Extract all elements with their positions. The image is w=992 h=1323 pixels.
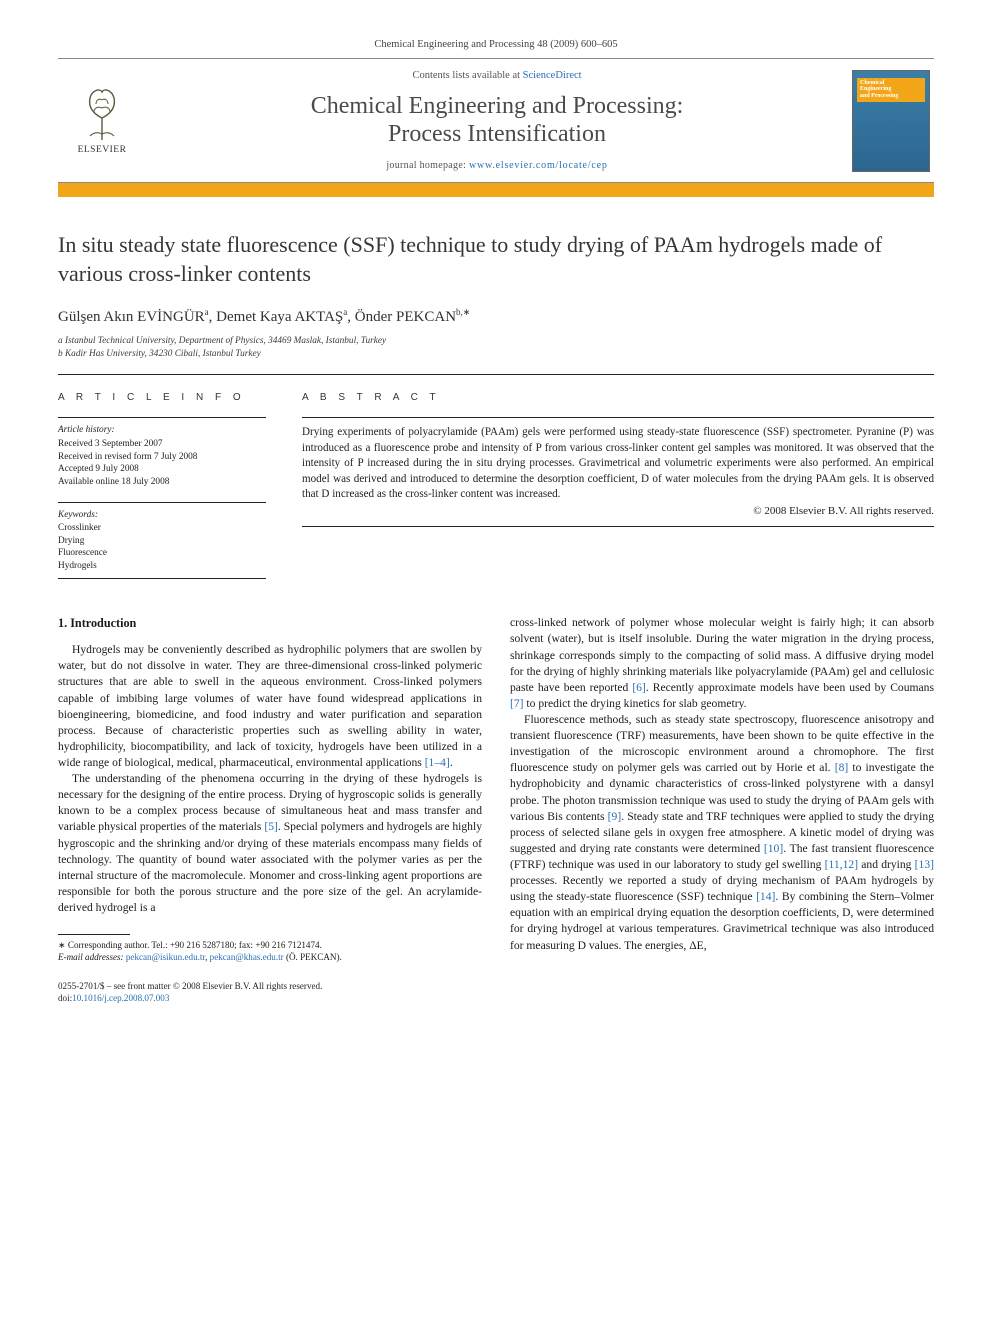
page-footer: 0255-2701/$ – see front matter © 2008 El…	[58, 981, 934, 1005]
masthead-center: Contents lists available at ScienceDirec…	[146, 59, 848, 182]
affiliations: a Istanbul Technical University, Departm…	[58, 335, 934, 360]
email-link[interactable]: pekcan@isikun.edu.tr	[126, 952, 205, 962]
history-online: Available online 18 July 2008	[58, 476, 266, 489]
abstract-column: A B S T R A C T Drying experiments of po…	[302, 391, 934, 579]
publisher-logo: ELSEVIER	[58, 76, 146, 165]
keywords-label: Keywords:	[58, 509, 266, 522]
homepage-link[interactable]: www.elsevier.com/locate/cep	[469, 160, 608, 171]
copyright-line: © 2008 Elsevier B.V. All rights reserved…	[302, 504, 934, 519]
ref-link[interactable]: [10]	[764, 842, 783, 855]
doi-link[interactable]: 10.1016/j.cep.2008.07.003	[72, 993, 169, 1003]
homepage-line: journal homepage: www.elsevier.com/locat…	[146, 159, 848, 173]
history-label: Article history:	[58, 424, 266, 437]
masthead: ELSEVIER Contents lists available at Sci…	[58, 58, 934, 183]
affiliation-a: a Istanbul Technical University, Departm…	[58, 335, 934, 348]
journal-title: Chemical Engineering and Processing: Pro…	[146, 92, 848, 149]
sciencedirect-link[interactable]: ScienceDirect	[523, 70, 582, 81]
running-citation: Chemical Engineering and Processing 48 (…	[58, 38, 934, 52]
contents-available-line: Contents lists available at ScienceDirec…	[146, 69, 848, 83]
ref-link[interactable]: [7]	[510, 697, 524, 710]
article-info-heading: A R T I C L E I N F O	[58, 391, 266, 405]
ref-link[interactable]: [13]	[915, 858, 934, 871]
ref-link[interactable]: [5]	[264, 820, 278, 833]
elsevier-tree-icon	[76, 84, 128, 142]
corresponding-author-footnote: ∗ Corresponding author. Tel.: +90 216 52…	[58, 939, 482, 963]
publisher-name: ELSEVIER	[78, 144, 127, 157]
keyword: Hydrogels	[58, 560, 266, 573]
journal-cover-thumbnail: ChemicalEngineeringand Processing	[852, 70, 930, 172]
keyword: Crosslinker	[58, 522, 266, 535]
email-label: E-mail addresses:	[58, 952, 126, 962]
affiliation-b: b Kadir Has University, 34230 Cibali, Is…	[58, 348, 934, 361]
paragraph: cross-linked network of polymer whose mo…	[510, 615, 934, 712]
homepage-prefix: journal homepage:	[386, 160, 469, 171]
paragraph: Hydrogels may be conveniently described …	[58, 642, 482, 771]
footnote-separator	[58, 934, 130, 935]
accent-bar	[58, 183, 934, 197]
journal-title-line2: Process Intensification	[388, 121, 606, 147]
abstract-body: Drying experiments of polyacrylamide (PA…	[302, 426, 934, 500]
history-received: Received 3 September 2007	[58, 438, 266, 451]
article-body: 1. Introduction Hydrogels may be conveni…	[58, 615, 934, 963]
ref-link[interactable]: [9]	[608, 810, 622, 823]
paragraph: Fluorescence methods, such as steady sta…	[510, 712, 934, 954]
ref-link[interactable]: [14]	[756, 890, 775, 903]
section-1-heading: 1. Introduction	[58, 615, 482, 632]
keywords-block: Keywords: Crosslinker Drying Fluorescenc…	[58, 502, 266, 579]
history-accepted: Accepted 9 July 2008	[58, 463, 266, 476]
contents-prefix: Contents lists available at	[412, 70, 522, 81]
abstract-text: Drying experiments of polyacrylamide (PA…	[302, 417, 934, 527]
ref-link[interactable]: [1–4]	[425, 756, 450, 769]
corresponding-text: ∗ Corresponding author. Tel.: +90 216 52…	[58, 940, 322, 950]
ref-link[interactable]: [6]	[632, 681, 646, 694]
keyword: Fluorescence	[58, 547, 266, 560]
article-info-column: A R T I C L E I N F O Article history: R…	[58, 391, 266, 579]
journal-title-line1: Chemical Engineering and Processing:	[311, 93, 684, 119]
doi-line: doi:10.1016/j.cep.2008.07.003	[58, 993, 934, 1005]
abstract-heading: A B S T R A C T	[302, 391, 934, 405]
article-title: In situ steady state fluorescence (SSF) …	[58, 231, 934, 287]
ref-link[interactable]: [11,12]	[825, 858, 858, 871]
front-matter-line: 0255-2701/$ – see front matter © 2008 El…	[58, 981, 934, 993]
keyword: Drying	[58, 535, 266, 548]
article-meta-row: A R T I C L E I N F O Article history: R…	[58, 374, 934, 579]
email-attribution: (Ö. PEKCAN).	[284, 952, 342, 962]
history-revised: Received in revised form 7 July 2008	[58, 451, 266, 464]
author-list: Gülşen Akın EVİNGÜRa, Demet Kaya AKTAŞa,…	[58, 306, 934, 328]
article-history: Article history: Received 3 September 20…	[58, 417, 266, 488]
paragraph: The understanding of the phenomena occur…	[58, 771, 482, 916]
email-link[interactable]: pekcan@khas.edu.tr	[210, 952, 284, 962]
ref-link[interactable]: [8]	[835, 761, 849, 774]
